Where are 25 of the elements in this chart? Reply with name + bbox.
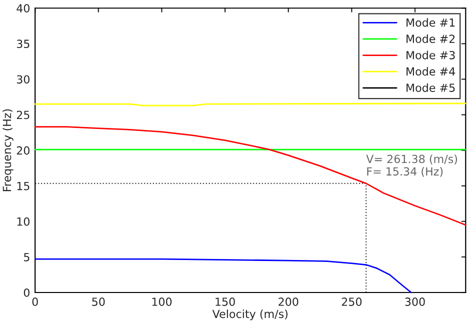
y-tick-label: 25 — [16, 110, 30, 120]
y-tick-label: 0 — [24, 288, 30, 297]
legend-label: Mode #2 — [406, 34, 455, 44]
x-tick-label: 0 — [32, 298, 38, 306]
x-axis-title: Velocity (m/s) — [212, 310, 288, 320]
annotation: V= 261.38 (m/s) F= 15.34 (Hz) — [366, 154, 458, 177]
legend-label: Mode #4 — [406, 67, 456, 76]
legend-label: Mode #1 — [406, 18, 455, 27]
x-tick-label: 150 — [216, 298, 235, 306]
y-tick-label: 40 — [16, 4, 30, 13]
x-tick-label: 50 — [92, 298, 105, 306]
line-series — [34, 258, 412, 294]
legend-label: Mode #5 — [406, 83, 455, 92]
y-axis-title: Frequency (Hz) — [2, 109, 14, 192]
y-tick-label: 10 — [17, 217, 30, 226]
x-tick-label: 300 — [405, 298, 425, 306]
x-tick-label: 100 — [152, 298, 172, 306]
y-tick-label: 30 — [16, 75, 30, 84]
y-tick-label: 5 — [24, 253, 30, 262]
y-tick-label: 15 — [17, 182, 30, 190]
y-tick-label: 35 — [16, 40, 30, 48]
x-tick-label: 200 — [278, 298, 298, 306]
y-tick-label: 20 — [16, 146, 30, 155]
x-tick-label: 250 — [342, 298, 362, 306]
legend-label: Mode #3 — [406, 50, 455, 60]
